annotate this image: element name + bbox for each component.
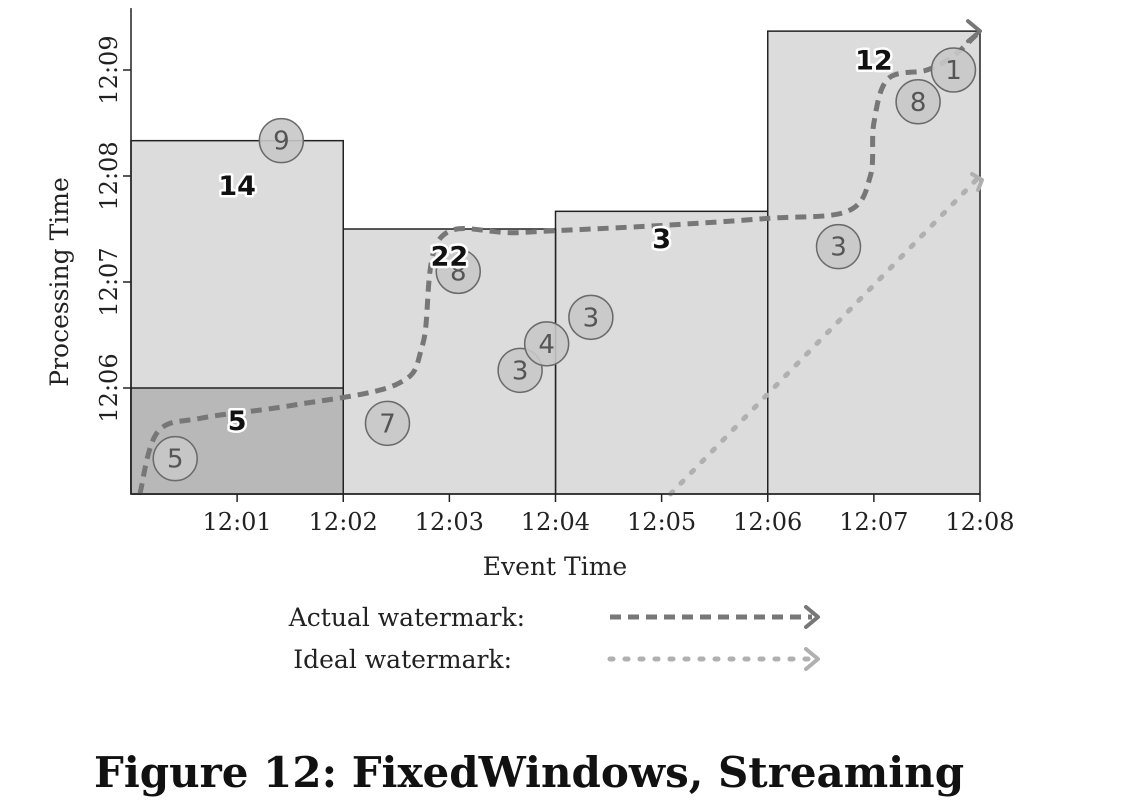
ideal-watermark-layer — [667, 172, 984, 497]
x-tick-label: 12:01 — [203, 508, 272, 536]
data-point-label: 4 — [538, 330, 555, 360]
x-tick-label: 12:06 — [733, 508, 802, 536]
x-tick-label: 12:04 — [521, 508, 590, 536]
data-point-circle — [895, 79, 941, 125]
data-point-2: 7 — [364, 400, 411, 447]
pane-4 — [767, 30, 981, 495]
data-point-3: 8 — [435, 248, 481, 295]
data-point-8: 8 — [895, 79, 941, 125]
data-point-9: 1 — [930, 47, 977, 93]
pane-label-0: 5 — [228, 406, 247, 437]
data-point-1: 9 — [258, 117, 305, 164]
data-point-circle — [523, 321, 570, 367]
actual-watermark-layer — [137, 19, 982, 495]
panes-layer — [130, 30, 981, 495]
x-tick-label: 12:03 — [415, 508, 484, 536]
data-point-label: 3 — [583, 303, 600, 333]
data-point-circle — [435, 248, 481, 295]
x-tick-label: 12:08 — [945, 508, 1014, 536]
y-tick-label: 12:06 — [95, 353, 123, 422]
data-point-circle — [815, 223, 862, 270]
data-point-label: 8 — [910, 88, 927, 118]
data-point-6: 3 — [568, 294, 614, 341]
figure-caption: Figure 12: FixedWindows, Streaming — [94, 748, 964, 797]
y-tick-label: 12:09 — [95, 35, 123, 104]
y-tick-label: 12:07 — [95, 247, 123, 316]
data-point-label: 9 — [273, 127, 290, 157]
data-point-circle — [152, 435, 198, 482]
pane-3 — [554, 210, 769, 495]
pane-labels-layer: 5 14 22 3 12 — [216, 43, 895, 439]
pane-label-4: 12 — [855, 45, 893, 76]
data-point-label: 1 — [945, 56, 962, 86]
data-point-label: 8 — [450, 257, 467, 287]
x-axis-title: Event Time — [483, 552, 627, 581]
legend: Actual watermark: Ideal watermark: — [288, 603, 820, 674]
legend-label-actual: Actual watermark: — [288, 603, 525, 632]
x-tick-label: 12:02 — [309, 508, 378, 536]
ideal-watermark-line — [667, 173, 983, 497]
y-tick-label: 12:08 — [95, 141, 123, 210]
ideal-watermark-arrowhead — [970, 172, 984, 192]
data-point-5: 4 — [523, 321, 570, 367]
pane-label-1: 14 — [218, 171, 256, 202]
x-tick-label: 12:07 — [839, 508, 908, 536]
data-point-circle — [364, 400, 411, 447]
x-tick-label: 12:05 — [627, 508, 696, 536]
data-point-label: 5 — [167, 445, 184, 475]
pane-label-3: 3 — [652, 224, 671, 255]
actual-watermark-line — [137, 29, 982, 495]
axes-layer: 12:01 12:02 12:03 12:04 12:05 12:06 12:07 12:08… — [95, 8, 1015, 536]
data-point-circle — [930, 47, 977, 93]
legend-swatch-actual-arrowhead — [804, 605, 820, 629]
pane-label-2: 22 — [431, 242, 469, 273]
data-point-label: 3 — [512, 356, 529, 386]
data-point-label: 7 — [379, 409, 396, 439]
legend-label-ideal: Ideal watermark: — [293, 645, 512, 674]
data-point-7: 3 — [815, 223, 862, 270]
data-point-0: 5 — [152, 435, 198, 482]
data-point-label: 3 — [830, 233, 847, 263]
data-point-circle — [258, 117, 305, 164]
data-point-circle — [568, 294, 614, 341]
legend-swatch-ideal-arrowhead — [804, 647, 820, 671]
actual-watermark-arrowhead — [966, 19, 982, 44]
y-axis-title: Processing Time — [45, 177, 74, 387]
